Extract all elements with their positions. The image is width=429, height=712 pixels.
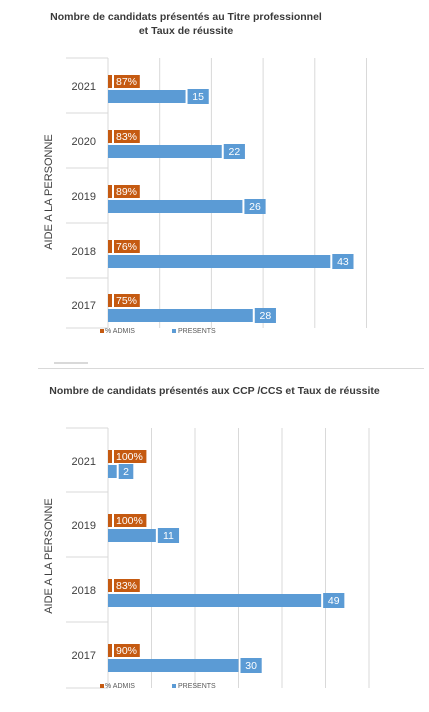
legend-label-admis: % ADMIS: [105, 328, 135, 335]
legend-label-presents: PRESENTS: [178, 328, 216, 335]
bar-admis: [108, 75, 112, 88]
legend-swatch-admis: [100, 684, 104, 688]
bar-presents: [108, 529, 156, 542]
data-label-presents-bg: [118, 464, 134, 479]
legend-swatch-presents: [172, 684, 176, 688]
bar-presents: [108, 90, 186, 103]
data-label-presents: 2: [123, 466, 129, 478]
category-label: 2019: [72, 191, 96, 203]
data-label-presents: 22: [228, 146, 240, 158]
data-label-presents-bg: [244, 199, 266, 214]
data-label-presents-bg: [332, 254, 354, 269]
legend-swatch-admis: [100, 329, 104, 333]
data-label-admis: 75%: [116, 295, 137, 307]
chart2-title: Nombre de candidats présentés aux CCP /C…: [49, 385, 380, 397]
legend-swatch-presents: [172, 329, 176, 333]
data-label-presents-bg: [187, 89, 209, 104]
data-label-presents: 26: [249, 201, 261, 213]
data-label-admis: 83%: [116, 580, 137, 592]
data-label-admis: 100%: [116, 515, 143, 527]
category-label: 2018: [72, 246, 96, 258]
charts-divider: [38, 368, 424, 369]
y-axis-title: AIDE A LA PERSONNE: [43, 498, 55, 614]
data-label-admis-bg: [114, 579, 140, 592]
data-label-presents: 43: [337, 256, 349, 268]
bar-admis: [108, 240, 112, 253]
data-label-admis: 90%: [116, 645, 137, 657]
y-axis-title: AIDE A LA PERSONNE: [43, 134, 55, 250]
bar-admis: [108, 514, 112, 527]
bar-admis: [108, 294, 112, 307]
bar-presents: [108, 465, 117, 478]
data-label-admis-bg: [114, 185, 140, 198]
bar-presents: [108, 145, 222, 158]
data-label-presents: 11: [163, 530, 174, 542]
data-label-presents-bg: [240, 658, 262, 673]
data-label-admis-bg: [114, 514, 147, 527]
data-label-admis: 76%: [116, 241, 137, 253]
bar-presents: [108, 200, 243, 213]
category-label: 2021: [72, 456, 96, 468]
data-label-admis-bg: [114, 294, 140, 307]
chart1-title-line1: Nombre de candidats présentés au Titre p…: [50, 11, 322, 23]
category-label: 2017: [72, 650, 96, 662]
data-label-admis-bg: [114, 130, 140, 143]
legend-label-presents: PRESENTS: [178, 683, 216, 690]
data-label-admis: 87%: [116, 76, 137, 88]
data-label-presents: 49: [328, 595, 340, 607]
bar-admis: [108, 185, 112, 198]
bar-presents: [108, 309, 253, 322]
bar-admis: [108, 450, 112, 463]
legend-label-admis: % ADMIS: [105, 683, 135, 690]
data-label-admis-bg: [114, 240, 140, 253]
chart1-title-line2: et Taux de réussite: [138, 25, 234, 37]
category-label: 2017: [72, 300, 96, 312]
bar-presents: [108, 255, 331, 268]
divider-fragment: [54, 362, 88, 364]
category-label: 2020: [72, 136, 96, 148]
data-label-presents-bg: [223, 144, 245, 159]
data-label-admis: 83%: [116, 131, 137, 143]
bar-admis: [108, 644, 112, 657]
data-label-admis-bg: [114, 75, 140, 88]
bar-presents: [108, 659, 239, 672]
data-label-presents-bg: [323, 593, 345, 608]
category-label: 2019: [72, 520, 96, 532]
data-label-admis: 89%: [116, 186, 137, 198]
bar-admis: [108, 130, 112, 143]
data-label-presents: 30: [245, 660, 257, 672]
data-label-presents: 15: [192, 91, 204, 103]
category-label: 2018: [72, 585, 96, 597]
chart1-title: Nombre de candidats présentés au Titre p…: [6, 10, 366, 38]
data-label-admis: 100%: [116, 451, 143, 463]
data-label-admis-bg: [114, 644, 140, 657]
bar-presents: [108, 594, 322, 607]
data-label-admis-bg: [114, 450, 147, 463]
data-label-presents-bg: [254, 308, 276, 323]
data-label-presents: 28: [260, 310, 272, 322]
bar-admis: [108, 579, 112, 592]
data-label-presents-bg: [157, 528, 180, 543]
category-label: 2021: [72, 81, 96, 93]
